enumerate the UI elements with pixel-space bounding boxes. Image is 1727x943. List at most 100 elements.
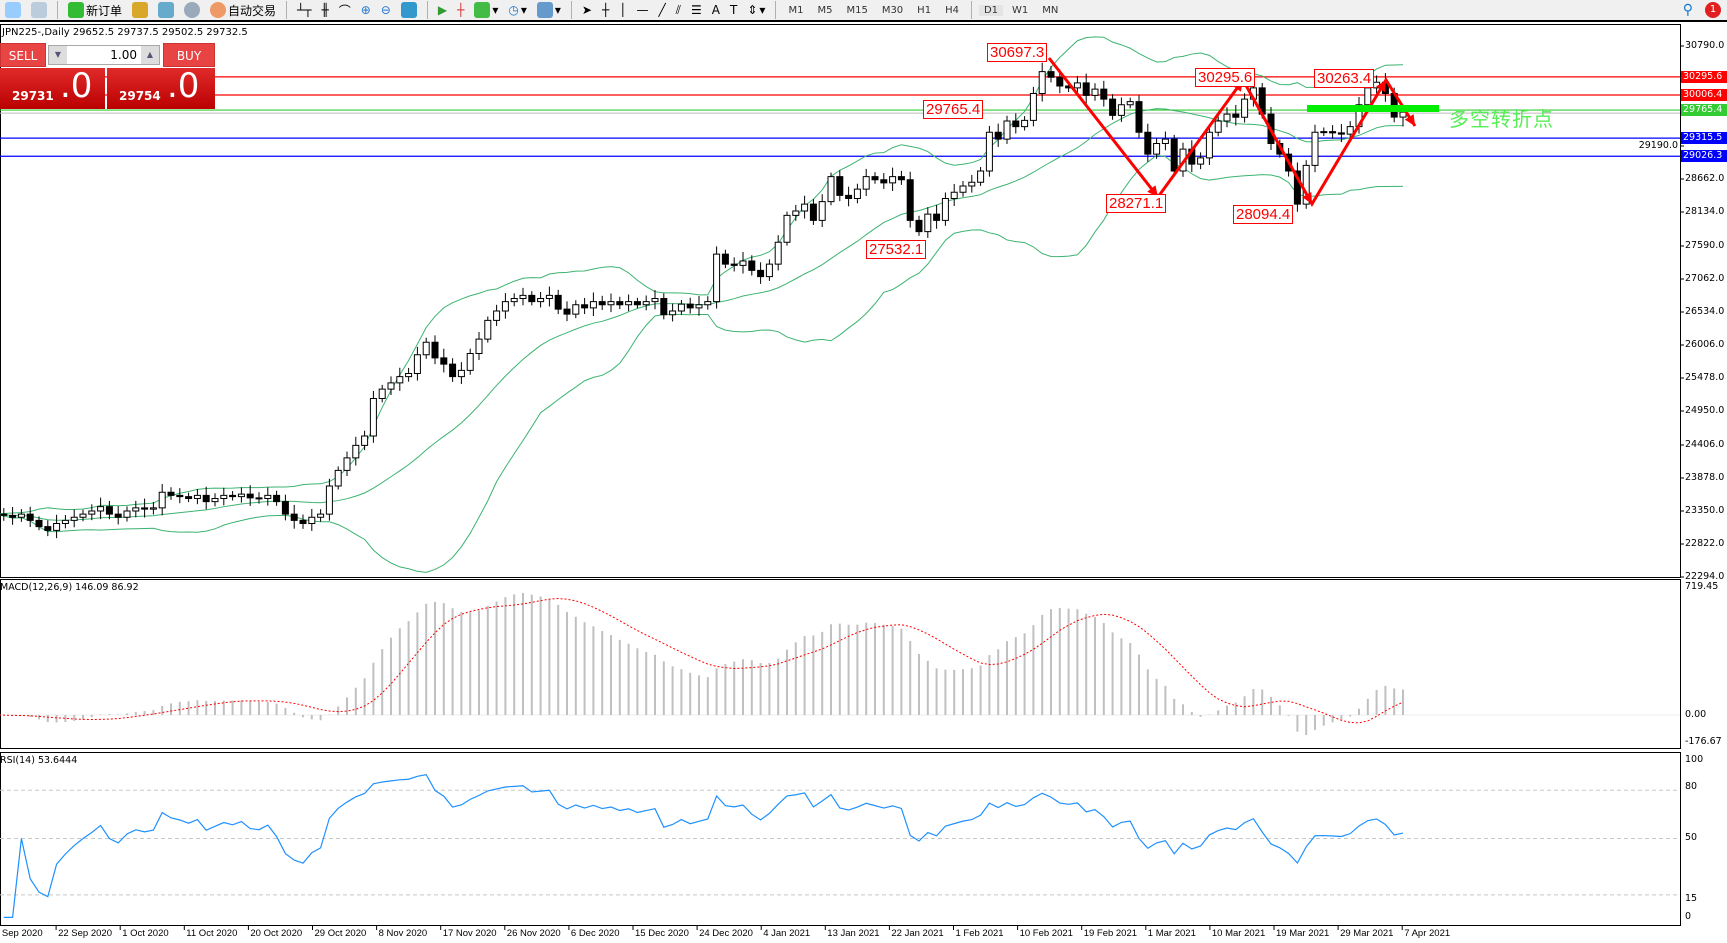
buy-price-main: 29754 [119,89,161,103]
level-price-tag: 29026.3 [1681,150,1727,163]
timeframe-mn[interactable]: MN [1042,4,1059,16]
channel-icon: ⫽ [675,2,682,17]
candle-body [378,388,386,399]
candle-body [317,513,325,518]
candle-body [1100,88,1108,100]
auto-scroll-button[interactable]: ▶ [435,0,450,20]
search-icon[interactable]: ⚲ [1682,2,1693,18]
candle-body [1337,132,1345,135]
new-order-button[interactable]: 新订单 [65,0,125,20]
zoom-properties-button[interactable] [28,0,50,20]
candle-body [1364,87,1372,106]
sell-button[interactable]: SELL [0,43,46,67]
candle-body [1399,111,1407,118]
fibonacci-button[interactable]: ☰ [688,0,705,20]
notification-badge[interactable]: 1 [1705,2,1721,18]
macd-pane-frame [0,579,1681,749]
candle-body [906,179,914,221]
annotation-level-29765[interactable]: 29765.4 [923,100,984,119]
candle-body [79,513,87,518]
timeframe-m15[interactable]: M15 [846,4,868,16]
text-button[interactable]: A [709,0,723,20]
timeframe-d1[interactable]: D1 [978,4,1004,16]
candle-body [255,497,263,500]
pivot-point-text[interactable]: 多空转折点 [1449,107,1554,131]
crosshair-button[interactable]: ┼ [599,0,612,20]
candle-body [264,494,272,499]
timeframe-w1[interactable]: W1 [1012,4,1029,16]
lot-decrease-button[interactable]: ▼ [49,46,67,64]
separator [57,1,58,19]
candle-body [633,301,641,306]
candle-body [809,203,817,221]
tile-icon [400,2,417,18]
candle-body [114,513,122,518]
date-tick: 29 Oct 2020 [314,928,367,939]
chart-shift-button[interactable]: ┼ [454,0,467,20]
annotation-low-28271[interactable]: 28271.1 [1106,194,1167,213]
indicators-button[interactable]: ▾ [471,0,501,20]
timeframe-h1[interactable]: H1 [917,4,932,16]
bar-chart-button[interactable]: ┴┬ [294,0,314,20]
candle-body [202,494,210,503]
date-tick: 6 Dec 2020 [570,928,620,939]
annotation-low-28094[interactable]: 28094.4 [1233,205,1294,224]
annotation-high-30697[interactable]: 30697.3 [987,43,1048,62]
candle-chart-button[interactable]: ╫ [318,0,331,20]
zoom-in-button[interactable]: ⊕ [358,0,374,20]
text-label-button[interactable]: T [727,0,740,20]
timeframe-m1[interactable]: M1 [788,4,804,16]
annotation-high-30295[interactable]: 30295.6 [1195,68,1256,87]
rsi-tick: 80 [1685,781,1698,792]
crosshair-icon: ┼ [601,3,610,17]
data-window-button[interactable] [155,0,177,20]
candle-body [871,176,879,181]
templates-button[interactable]: ▾ [534,0,564,20]
horizontal-line-button[interactable]: — [633,0,651,20]
periods-button[interactable]: ◷ ▾ [508,3,527,17]
buy-button[interactable]: BUY [163,43,215,67]
lot-stepper: ▼ ▲ [48,45,160,65]
candle-body [493,310,501,321]
market-watch-button[interactable] [129,0,151,20]
cursor-button[interactable]: ➤ [579,0,595,20]
timeframe-m30[interactable]: M30 [881,4,904,16]
candle-body [836,176,844,196]
candle-body [220,494,228,499]
file-icon [5,2,21,18]
annotation-low-27532[interactable]: 27532.1 [866,240,927,259]
date-tick: 11 Oct 2020 [186,928,238,939]
candle-body [211,498,219,503]
buy-price-box[interactable]: 29754 .0 [107,66,215,109]
candle-body [185,496,193,499]
sell-price-box[interactable]: 29731 .0 [0,66,105,109]
candle-body [290,513,298,521]
candle-body [1214,120,1222,133]
file-button[interactable] [2,0,24,20]
lot-input[interactable] [67,48,141,62]
annotation-high-30263[interactable]: 30263.4 [1314,69,1375,88]
candle-body [1047,71,1055,78]
vertical-line-button[interactable]: │ [616,0,629,20]
timeframe-h4[interactable]: H4 [945,4,959,16]
auto-trading-button[interactable]: 自动交易 [207,0,279,20]
date-tick: 1 Oct 2020 [122,928,169,939]
date-tick: 19 Mar 2021 [1276,928,1330,939]
signals-button[interactable] [181,0,203,20]
arrows-button[interactable]: ⇕ ▾ [747,3,766,17]
candle-body [361,435,369,446]
trendline-button[interactable]: ╱ [655,0,668,20]
price-tick: 26534.0 [1685,306,1725,317]
lot-increase-button[interactable]: ▲ [141,46,159,64]
channel-button[interactable]: ⫽ [673,0,684,20]
candle-body [1109,98,1117,116]
line-chart-button[interactable]: ⌒ [336,0,354,20]
zoom-out-button[interactable]: ⊖ [378,0,394,20]
tile-windows-button[interactable] [398,0,420,20]
bar-chart-icon: ┴┬ [297,3,312,17]
candle-body [176,494,184,498]
candle-body [1170,138,1178,172]
macd-tick: -176.67 [1685,736,1722,747]
timeframe-m5[interactable]: M5 [817,4,833,16]
